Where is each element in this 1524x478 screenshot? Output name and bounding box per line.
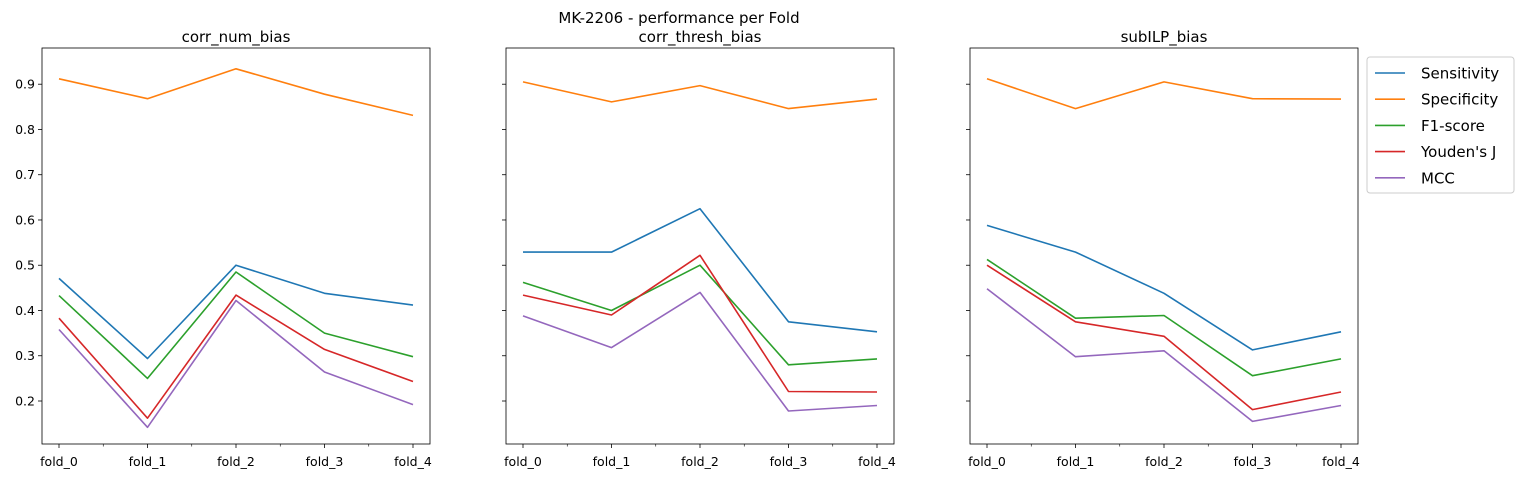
plot-frame <box>969 47 1359 445</box>
plot-frame <box>41 47 431 445</box>
series-line-f1-score <box>58 271 414 380</box>
x-tick-label: fold_2 <box>681 454 719 469</box>
x-tick-label: fold_1 <box>593 454 631 469</box>
plot-frame <box>505 47 895 445</box>
legend-label: Specificity <box>1421 91 1498 109</box>
legend-label: F1-score <box>1421 117 1485 135</box>
x-tick-label: fold_2 <box>1145 454 1183 469</box>
series-line-youden-s-j <box>58 294 414 420</box>
x-tick-label: fold_0 <box>968 454 1006 469</box>
y-tick-label: 0.3 <box>15 348 35 363</box>
x-tick-label: fold_1 <box>1057 454 1095 469</box>
x-tick-label: fold_1 <box>129 454 167 469</box>
figure-title: MK-2206 - performance per Fold <box>558 9 799 27</box>
series-line-youden-s-j <box>986 264 1342 411</box>
series-line-specificity <box>986 78 1342 110</box>
series-line-mcc <box>986 288 1342 423</box>
legend-label: Sensitivity <box>1421 65 1499 83</box>
x-tick-label: fold_4 <box>394 454 432 469</box>
series-line-mcc <box>522 291 878 412</box>
y-tick-label: 0.2 <box>15 394 35 409</box>
series-line-mcc <box>58 299 414 429</box>
x-tick-label: fold_3 <box>306 454 344 469</box>
series-line-f1-score <box>986 258 1342 377</box>
y-tick-label: 0.6 <box>15 212 35 227</box>
y-tick-label: 0.7 <box>15 167 35 182</box>
panel-title: corr_thresh_bias <box>639 28 762 47</box>
chart-panel-0: corr_num_bias 0.2 0.3 0.4 0.5 0.6 0.7 0.8 0.9 fol… <box>15 28 432 469</box>
x-tick-label: fold_0 <box>40 454 78 469</box>
series-line-specificity <box>58 68 414 117</box>
y-tick-label: 0.8 <box>15 122 35 137</box>
x-tick-label: fold_0 <box>504 454 542 469</box>
legend-box <box>1366 56 1515 194</box>
panel-title: corr_num_bias <box>182 28 291 47</box>
x-tick-label: fold_3 <box>770 454 808 469</box>
y-tick-label: 0.4 <box>15 303 35 318</box>
legend-label: Youden's J <box>1420 143 1496 161</box>
x-tick-label: fold_4 <box>858 454 896 469</box>
panel-title: subILP_bias <box>1121 28 1208 47</box>
series-line-f1-score <box>522 264 878 366</box>
legend: Sensitivity Specificity F1-score Youden's J… <box>1366 56 1515 194</box>
y-tick-label: 0.5 <box>15 258 35 273</box>
x-tick-label: fold_4 <box>1322 454 1360 469</box>
series-line-sensitivity <box>986 224 1342 351</box>
chart-panel-1: corr_thresh_bias fold_0 fold_1 fold_2 fold_3… <box>502 28 896 469</box>
y-tick-label: 0.9 <box>15 77 35 92</box>
series-line-youden-s-j <box>522 254 878 393</box>
chart-panel-2: subILP_bias fold_0 fold_1 fold_2 fold_3 fold_… <box>966 28 1360 469</box>
chart-panels: corr_num_bias 0.2 0.3 0.4 0.5 0.6 0.7 0.8 0.9 fol… <box>15 28 1360 469</box>
x-tick-label: fold_2 <box>217 454 255 469</box>
x-tick-label: fold_3 <box>1234 454 1272 469</box>
series-line-sensitivity <box>58 264 414 360</box>
series-line-specificity <box>522 81 878 110</box>
legend-label: MCC <box>1421 169 1455 187</box>
series-line-sensitivity <box>523 207 878 333</box>
